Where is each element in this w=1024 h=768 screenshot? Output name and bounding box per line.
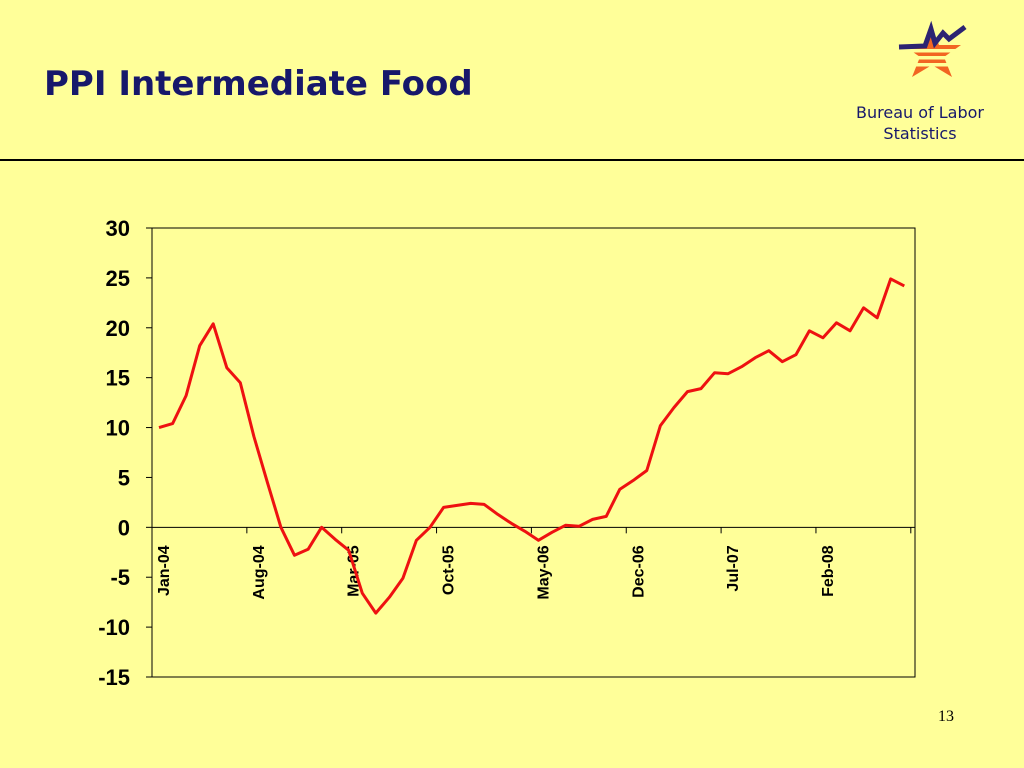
slide-title: PPI Intermediate Food [44, 64, 473, 104]
x-tick-label: Dec-06 [630, 545, 647, 598]
x-tick-label: Aug-04 [251, 545, 268, 599]
x-tick-label: Oct-05 [441, 545, 458, 595]
logo-zigzag [898, 20, 967, 50]
x-tick-label: Jan-04 [156, 545, 173, 596]
x-tick-label: Jul-07 [725, 545, 742, 591]
organization-name-line2: Statistics [883, 124, 957, 143]
y-tick-label: 15 [106, 366, 130, 391]
y-tick-label: 10 [106, 416, 130, 441]
logo-stripe [901, 49, 963, 53]
organization-name-line1: Bureau of Labor [856, 103, 984, 122]
header-divider [0, 159, 1024, 161]
x-tick-label: May-06 [535, 545, 552, 599]
logo-stripe [901, 63, 963, 67]
page-number: 13 [938, 708, 954, 725]
y-tick-label: -15 [98, 665, 130, 690]
y-tick-label: -5 [110, 565, 130, 590]
y-tick-label: -10 [98, 615, 130, 640]
plot-area [151, 227, 916, 678]
y-tick-label: 0 [118, 515, 130, 540]
y-tick-label: 30 [106, 216, 130, 241]
bls-logo-icon [898, 20, 967, 77]
logo-stripe [901, 56, 963, 60]
y-tick-label: 20 [106, 316, 130, 341]
y-tick-label: 5 [118, 465, 130, 490]
organization-name: Bureau of Labor Statistics [830, 102, 1010, 144]
y-tick-label: 25 [106, 266, 130, 291]
x-tick-label: Feb-08 [820, 545, 837, 597]
series-line [158, 277, 905, 615]
